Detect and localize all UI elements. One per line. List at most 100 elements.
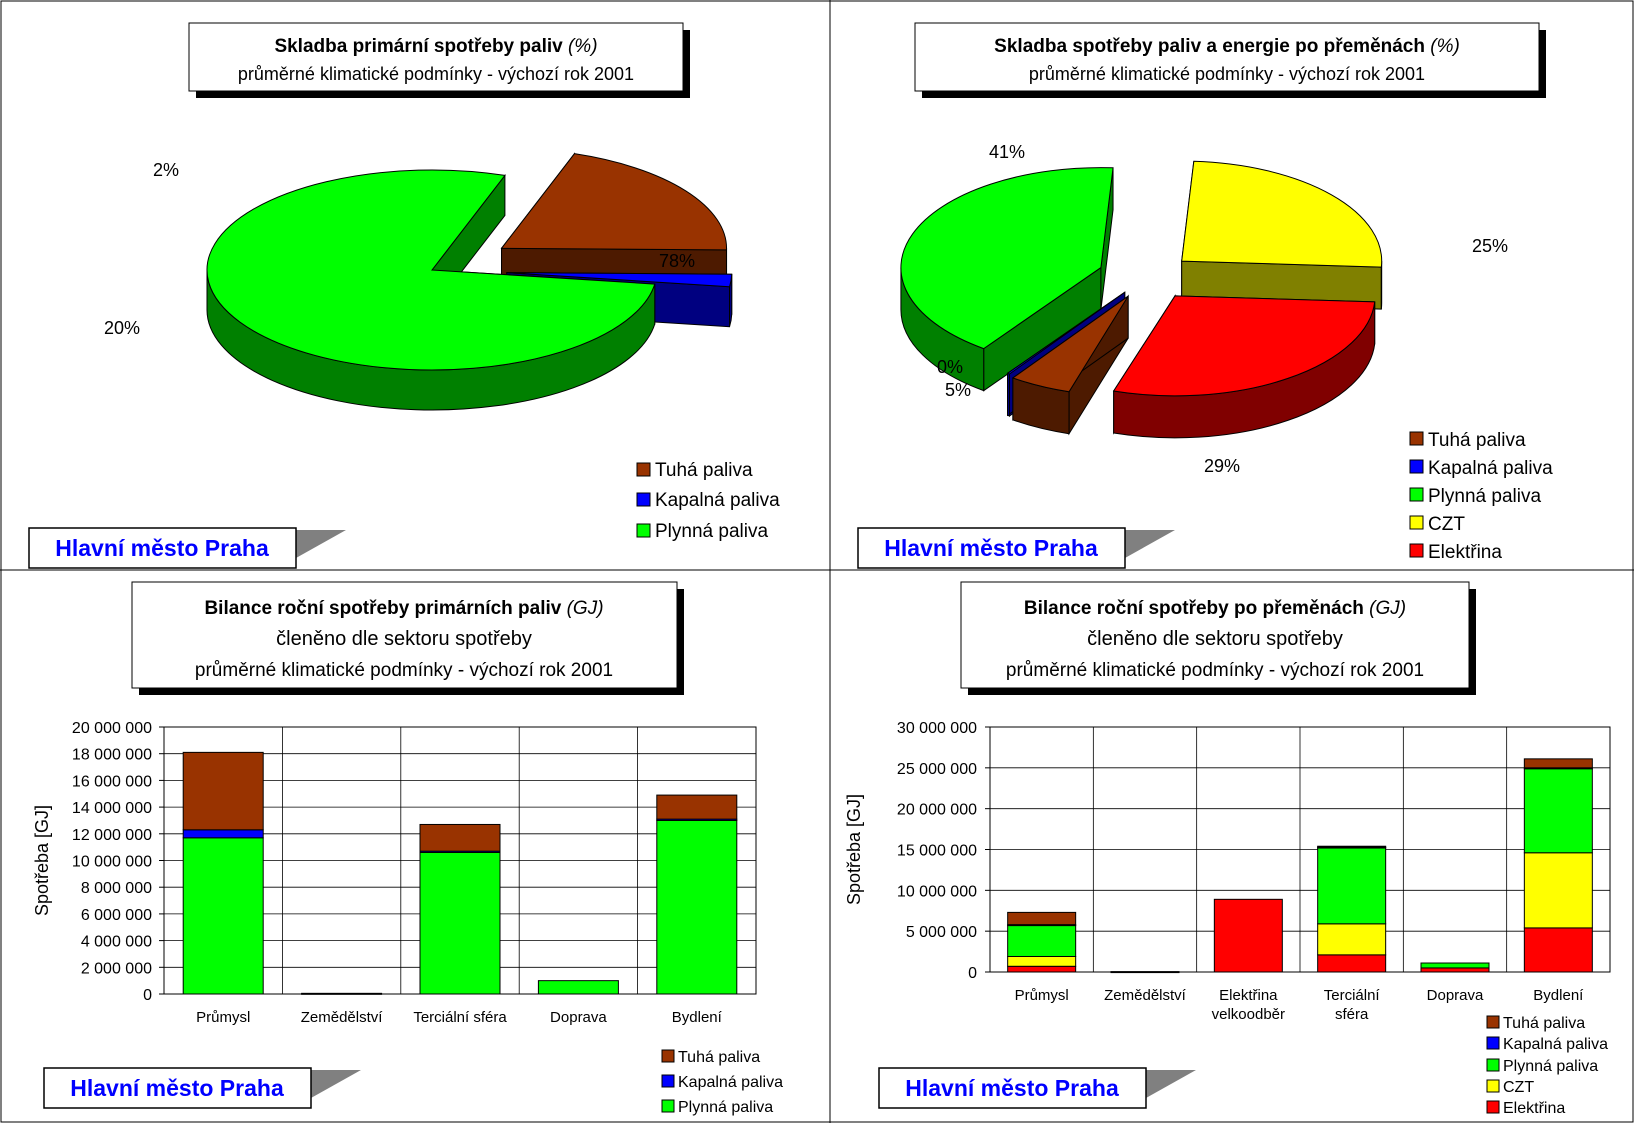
y-tick-label: 10 000 000	[72, 854, 152, 871]
pie-data-label: 2%	[153, 160, 179, 180]
bar-segment	[1007, 924, 1077, 957]
bar-segment	[301, 992, 383, 995]
q2-subtitle: průměrné klimatické podmínky - výchozí r…	[1029, 64, 1425, 84]
x-tick-label: Terciální sféra	[413, 1009, 507, 1026]
y-tick-label: 0	[143, 987, 152, 1004]
y-tick-label: 20 000 000	[72, 720, 152, 737]
q3-title: Bilance roční spotřeby primárních paliv	[204, 598, 561, 619]
bar-segment	[419, 823, 501, 852]
q4-legend: Tuhá paliva Kapalná paliva Plynná paliva…	[1486, 1015, 1608, 1117]
bar-segment	[1523, 852, 1593, 929]
legend-swatch-plynna	[661, 1099, 675, 1113]
svg-text:Bilance roční spotřeby po přem: Bilance roční spotřeby po přeměnách (GJ)	[1024, 598, 1406, 619]
bar-segment	[182, 751, 264, 831]
y-tick-label: 15 000 000	[897, 843, 977, 860]
legend-swatch-elektrina	[1409, 543, 1424, 558]
legend-swatch-kapalna	[661, 1074, 675, 1088]
pie-data-label: 20%	[104, 318, 140, 338]
q2-title: Skladba spotřeby paliv a energie po přem…	[994, 36, 1425, 57]
legend-swatch-tuha	[1486, 1015, 1500, 1029]
bar-segment	[656, 794, 738, 820]
bar-segment	[1420, 967, 1490, 973]
x-tick-label: Doprava	[1427, 987, 1484, 1004]
legend-swatch-plynna	[1486, 1058, 1500, 1072]
bar-segment	[1213, 898, 1283, 973]
q1-pie-chart: 20% 2% 78%	[104, 152, 733, 411]
legend-label-kapalna: Kapalná paliva	[678, 1074, 783, 1091]
q3-subtitle-1: členěno dle sektoru spotřeby	[276, 628, 532, 650]
q3-bar-chart: 0 2 000 000 4 000 000 6 000 000 8 000 000 10 …	[32, 720, 757, 1026]
pie-slice	[206, 169, 656, 411]
pie-slice	[1112, 294, 1376, 439]
legend-label-elektrina: Elektřina	[1503, 1100, 1565, 1117]
q1-subtitle: průměrné klimatické podmínky - výchozí r…	[238, 64, 634, 84]
legend-label-elektrina: Elektřina	[1428, 542, 1502, 563]
bar-segment	[1317, 845, 1387, 848]
pie-data-label: 25%	[1472, 236, 1508, 256]
bar-segment	[1007, 965, 1077, 973]
q4-title: Bilance roční spotřeby po přeměnách	[1024, 598, 1364, 619]
legend-label-kapalna: Kapalná paliva	[655, 490, 780, 511]
legend-label-tuha: Tuhá paliva	[678, 1049, 760, 1066]
region-label-q3: Hlavní město Praha	[43, 1067, 361, 1109]
x-tick-label: Zemědělství	[1104, 987, 1187, 1004]
q3-title-box: Bilance roční spotřeby primárních paliv …	[131, 581, 684, 695]
bar-segment	[419, 851, 501, 995]
y-tick-label: 4 000 000	[81, 934, 152, 951]
q3-title-unit: (GJ)	[567, 598, 604, 619]
q4-title-unit: (GJ)	[1369, 598, 1406, 619]
q4-subtitle-1: členěno dle sektoru spotřeby	[1087, 628, 1343, 650]
x-tick-label: velkoodběr	[1212, 1006, 1285, 1023]
x-tick-label: sféra	[1335, 1006, 1369, 1023]
pie-data-label: 5%	[945, 380, 971, 400]
bar-segment	[1110, 971, 1180, 974]
legend-swatch-tuha	[661, 1049, 675, 1063]
bar-segment	[1007, 911, 1077, 926]
q3-legend: Tuhá paliva Kapalná paliva Plynná paliva	[661, 1049, 783, 1116]
x-tick-label: Bydlení	[672, 1009, 723, 1026]
x-tick-label: Průmysl	[196, 1009, 250, 1026]
legend-label-tuha: Tuhá paliva	[1503, 1015, 1585, 1032]
legend-label-kapalna: Kapalná paliva	[1503, 1036, 1608, 1053]
legend-label-plynna: Plynná paliva	[1503, 1058, 1598, 1075]
region-label-q4: Hlavní město Praha	[878, 1067, 1196, 1109]
legend-label-plynna: Plynná paliva	[678, 1099, 773, 1116]
q1-title-unit: (%)	[568, 36, 598, 57]
y-tick-label: 6 000 000	[81, 907, 152, 924]
legend-swatch-czt	[1409, 515, 1424, 530]
region-label-text: Hlavní město Praha	[905, 1075, 1119, 1101]
legend-label-czt: CZT	[1503, 1079, 1534, 1096]
y-tick-label: 10 000 000	[897, 883, 977, 900]
q2-title-unit: (%)	[1430, 36, 1460, 57]
plot-area	[989, 726, 1611, 973]
svg-text:Skladba spotřeby paliv a energ: Skladba spotřeby paliv a energie po přem…	[994, 36, 1460, 57]
legend-swatch-kapalna	[1409, 459, 1424, 474]
x-tick-label: Průmysl	[1015, 987, 1069, 1004]
y-tick-label: 20 000 000	[897, 802, 977, 819]
legend-label-plynna: Plynná paliva	[655, 521, 768, 542]
y-tick-label: 16 000 000	[72, 773, 152, 790]
legend-swatch-tuha	[636, 462, 651, 477]
region-label-q1: Hlavní město Praha	[28, 527, 346, 569]
y-axis-label: Spotřeba [GJ]	[32, 805, 52, 916]
q1-title-box: Skladba primární spotřeby paliv (%) prům…	[188, 22, 690, 98]
y-tick-label: 5 000 000	[906, 924, 977, 941]
q4-bar-chart: 0 5 000 000 10 000 000 15 000 000 20 000 000…	[844, 720, 1611, 1023]
bar-segment	[1420, 962, 1490, 969]
pie-slice	[900, 167, 1114, 392]
bar-segment	[1317, 954, 1387, 973]
pie-data-label: 41%	[989, 142, 1025, 162]
q4-subtitle-2: průměrné klimatické podmínky - výchozí r…	[1006, 660, 1424, 681]
x-tick-label: Doprava	[550, 1009, 607, 1026]
q4-title-box: Bilance roční spotřeby po přeměnách (GJ)…	[960, 581, 1476, 695]
bar-segment	[537, 980, 619, 995]
y-tick-label: 14 000 000	[72, 800, 152, 817]
legend-swatch-tuha	[1409, 431, 1424, 446]
q2-title-box: Skladba spotřeby paliv a energie po přem…	[914, 22, 1546, 98]
y-tick-label: 2 000 000	[81, 960, 152, 977]
bar-segment	[656, 819, 738, 995]
legend-label-czt: CZT	[1428, 514, 1465, 535]
y-tick-label: 0	[968, 965, 977, 982]
